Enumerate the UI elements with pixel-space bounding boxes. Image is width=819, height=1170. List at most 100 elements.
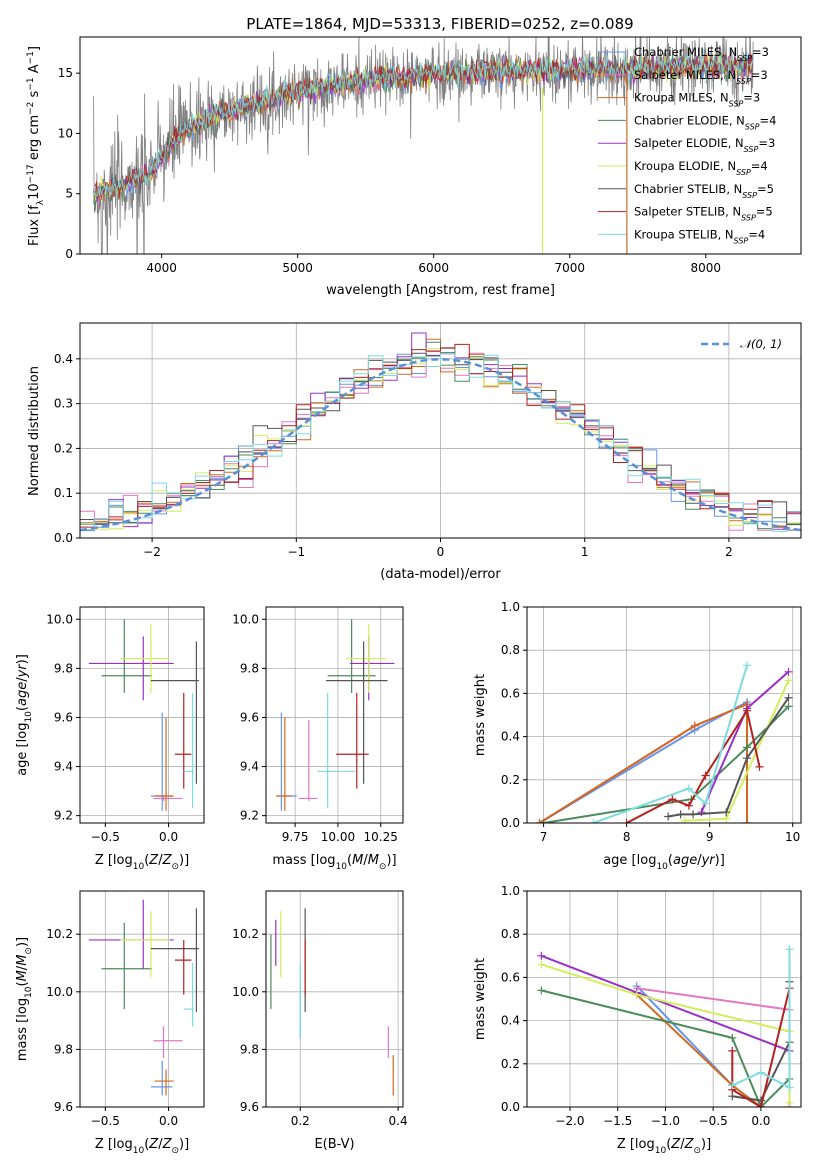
y-tick-label: 0.2 bbox=[54, 441, 73, 455]
y-tick-label: 10.2 bbox=[232, 927, 259, 941]
legend-label: Salpeter STELIB, NSSP=5 bbox=[634, 205, 773, 223]
legend-label: Kroupa MILES, NSSP=3 bbox=[634, 91, 760, 109]
y-tick-label: 0.0 bbox=[501, 1100, 520, 1114]
weight-series-line bbox=[700, 671, 790, 813]
weight-point-marker bbox=[690, 721, 699, 730]
axes-frame bbox=[265, 890, 404, 1108]
weight-point-marker bbox=[756, 1068, 765, 1077]
y-tick-label: 9.8 bbox=[54, 1042, 73, 1056]
x-tick-label: 4000 bbox=[146, 261, 177, 275]
y-tick-label: 0.8 bbox=[501, 643, 520, 657]
axes-frame bbox=[265, 606, 404, 824]
weight-lines-weight_vs_Z bbox=[537, 945, 794, 1107]
weight-series-line bbox=[538, 702, 748, 823]
frame-mass_vs_ebv: 0.2 0.4 9.6 9.8 10.0 10.2 bbox=[232, 890, 408, 1128]
y-tick-label: 9.4 bbox=[240, 760, 259, 774]
frame-residuals: −2 −1 0 1 2 0.0 0.1 0.2 0.3 0.4 bbox=[54, 322, 802, 559]
normal-reference-curve bbox=[80, 358, 801, 532]
frame-weight_vs_age: 7 8 9 10 0.0 0.2 0.4 0.6 0.8 1.0 bbox=[501, 600, 802, 844]
histogram-step-line bbox=[80, 343, 801, 531]
y-tick-label: 10.0 bbox=[232, 985, 259, 999]
y-tick-label: 0.6 bbox=[501, 970, 520, 984]
y-tick-label: 10.0 bbox=[232, 612, 259, 626]
x-tick-label: −0.5 bbox=[91, 830, 120, 844]
y-tick-label: 9.6 bbox=[54, 1100, 73, 1114]
weight-point-marker bbox=[728, 1033, 737, 1042]
x-tick-label: 6000 bbox=[418, 261, 449, 275]
weight-point-marker bbox=[722, 808, 731, 817]
weight-point-marker bbox=[684, 801, 693, 810]
weight-point-marker bbox=[785, 1083, 794, 1092]
x-tick-label: 7000 bbox=[554, 261, 585, 275]
y-tick-label: 9.2 bbox=[54, 809, 73, 823]
axes-weight_vs_Z bbox=[527, 890, 801, 1108]
weight-point-marker bbox=[680, 816, 689, 823]
x-axis-label: Z [log10(Z/Z⊙)] bbox=[95, 1137, 189, 1156]
axes-frame bbox=[79, 36, 802, 255]
x-axis-label: age [log10(age/yr)] bbox=[603, 853, 725, 872]
weight-series-line bbox=[626, 708, 761, 823]
y-axis-label: Normed distribution bbox=[27, 366, 42, 496]
x-axis-label: wavelength [Angstrom, rest frame] bbox=[326, 283, 555, 298]
weight-point-marker bbox=[756, 1103, 765, 1107]
weight-point-marker bbox=[743, 661, 752, 670]
x-tick-label: 1 bbox=[581, 545, 589, 559]
x-tick-label: 0.0 bbox=[751, 1114, 770, 1128]
x-tick-label: 10 bbox=[785, 830, 800, 844]
weight-point-marker bbox=[622, 819, 631, 823]
y-tick-label: 9.6 bbox=[240, 1100, 259, 1114]
x-tick-label: −2.0 bbox=[555, 1114, 584, 1128]
axes-mass_vs_ebv bbox=[266, 891, 403, 1108]
y-tick-label: 10.0 bbox=[46, 612, 73, 626]
weight-point-marker bbox=[668, 795, 677, 804]
y-axis-label: mass [log10(M/M⊙)] bbox=[15, 937, 34, 1061]
axes-age_vs_Z bbox=[80, 607, 204, 823]
x-axis-label: E(B-V) bbox=[314, 1137, 354, 1152]
weight-point-marker bbox=[537, 960, 546, 969]
x-tick-label: 0.0 bbox=[159, 1114, 178, 1128]
weight-point-marker bbox=[632, 990, 641, 999]
weight-point-marker bbox=[728, 1081, 737, 1090]
frame-age_vs_Z: −0.5 0.0 9.2 9.4 9.6 9.8 10.0 bbox=[46, 606, 205, 844]
weight-point-marker bbox=[743, 743, 752, 752]
x-axis-label: Z [log10(Z/Z⊙)] bbox=[617, 1137, 711, 1156]
errorbars-mass_vs_Z bbox=[88, 899, 199, 1096]
x-tick-label: −0.5 bbox=[699, 1114, 728, 1128]
axes-frame bbox=[526, 606, 802, 824]
x-tick-label: 7 bbox=[540, 830, 548, 844]
weight-point-marker bbox=[589, 819, 598, 823]
axes-frame bbox=[79, 606, 205, 824]
weight-point-marker bbox=[784, 676, 793, 685]
y-tick-label: 10.0 bbox=[46, 985, 73, 999]
spectrum-lines bbox=[93, 37, 754, 254]
y-tick-label: 9.6 bbox=[240, 710, 259, 724]
y-tick-label: 0.3 bbox=[54, 397, 73, 411]
y-axis-label: mass weight bbox=[473, 674, 488, 756]
weight-point-marker bbox=[701, 799, 710, 808]
legend-label: Kroupa STELIB, NSSP=4 bbox=[634, 227, 765, 245]
legend-label: Chabrier ELODIE, NSSP=4 bbox=[634, 113, 776, 130]
y-tick-label: 10 bbox=[58, 126, 73, 140]
weight-point-marker bbox=[535, 819, 544, 823]
x-tick-label: −2 bbox=[143, 545, 161, 559]
axes-weight_vs_age bbox=[527, 606, 801, 824]
figure-title: PLATE=1864, MJD=53313, FIBERID=0252, z=0… bbox=[246, 15, 633, 33]
y-tick-label: 1.0 bbox=[501, 600, 520, 614]
x-tick-label: 8 bbox=[623, 830, 631, 844]
x-tick-label: 8000 bbox=[691, 261, 722, 275]
x-tick-label: −1 bbox=[287, 545, 305, 559]
weight-point-marker bbox=[664, 812, 673, 821]
y-tick-label: 9.8 bbox=[54, 661, 73, 675]
weight-point-marker bbox=[784, 702, 793, 711]
axes-frame bbox=[79, 890, 205, 1108]
weight-point-marker bbox=[743, 706, 752, 715]
y-tick-label: 10.2 bbox=[46, 927, 73, 941]
y-tick-label: 9.4 bbox=[54, 760, 73, 774]
weight-point-marker bbox=[784, 667, 793, 676]
legend-label: Salpeter ELODIE, NSSP=3 bbox=[634, 136, 775, 154]
weight-point-marker bbox=[743, 819, 752, 823]
y-tick-label: 0.6 bbox=[501, 686, 520, 700]
weight-series-line bbox=[731, 987, 791, 1107]
